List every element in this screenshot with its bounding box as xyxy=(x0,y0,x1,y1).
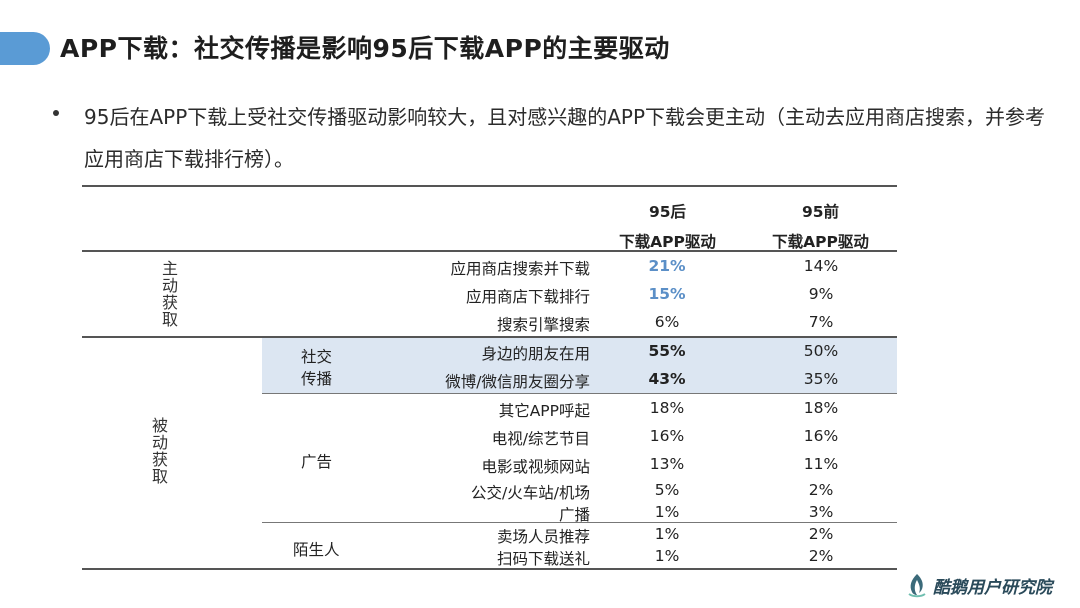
value-post95: 16% xyxy=(649,427,685,445)
row-item: 扫码下载送礼 xyxy=(496,550,590,568)
title-accent-bar xyxy=(0,32,50,65)
row-item: 广播 xyxy=(558,506,590,524)
value-post95: 13% xyxy=(649,455,685,473)
row-item: 应用商店下载排行 xyxy=(465,288,590,306)
value-pre95: 50% xyxy=(803,342,839,360)
value-post95: 5% xyxy=(654,481,680,499)
subgroup-ads: 广告 xyxy=(301,453,333,471)
col-header-post95: 95后 xyxy=(648,203,687,221)
row-item: 电视/综艺节目 xyxy=(491,430,590,448)
page-title: APP下载：社交传播是影响95后下载APP的主要驱动 xyxy=(60,34,670,63)
value-post95: 6% xyxy=(654,313,680,331)
value-post95: 15% xyxy=(648,285,686,303)
bullet-text: 95后在APP下载上受社交传播驱动影响较大，且对感兴趣的APP下载会更主动（主动… xyxy=(84,105,1046,171)
group-label-active: 主动获取 xyxy=(161,259,178,329)
subgroup-strangers: 陌生人 xyxy=(293,541,340,559)
subgroup-social-line1: 社交 xyxy=(301,348,333,366)
value-post95: 21% xyxy=(648,257,686,275)
value-pre95: 14% xyxy=(803,257,839,275)
value-pre95: 35% xyxy=(803,370,839,388)
value-pre95: 2% xyxy=(808,547,834,565)
value-pre95: 2% xyxy=(808,481,834,499)
value-post95: 1% xyxy=(654,503,680,521)
value-pre95: 3% xyxy=(808,503,834,521)
group-label-passive: 被动获取 xyxy=(151,416,168,486)
ad-rule xyxy=(262,522,897,523)
subgroup-social-line2: 传播 xyxy=(301,370,333,388)
row-item: 其它APP呼起 xyxy=(498,402,590,420)
social-rule xyxy=(262,393,897,394)
value-post95: 55% xyxy=(648,342,686,360)
col-header-pre95: 95前 xyxy=(801,203,840,221)
penguin-flame-icon xyxy=(908,574,926,598)
header-rule xyxy=(82,250,897,252)
row-item: 身边的朋友在用 xyxy=(481,345,590,363)
row-item: 应用商店搜索并下载 xyxy=(450,260,590,278)
row-item: 搜索引擎搜索 xyxy=(496,316,590,334)
value-pre95: 11% xyxy=(803,455,839,473)
table-bottom-rule xyxy=(82,568,897,570)
value-post95: 43% xyxy=(648,370,686,388)
value-pre95: 18% xyxy=(803,399,839,417)
col-subheader-post95: 下载APP驱动 xyxy=(619,233,716,251)
value-pre95: 7% xyxy=(808,313,834,331)
value-post95: 1% xyxy=(654,525,680,543)
value-pre95: 2% xyxy=(808,525,834,543)
row-item: 微博/微信朋友圈分享 xyxy=(445,373,590,391)
value-post95: 18% xyxy=(649,399,685,417)
value-pre95: 9% xyxy=(808,285,834,303)
row-item: 电影或视频网站 xyxy=(481,458,590,476)
row-item: 公交/火车站/机场 xyxy=(471,484,590,502)
group-rule xyxy=(82,336,897,338)
value-post95: 1% xyxy=(654,547,680,565)
social-highlight-band xyxy=(262,337,897,393)
row-item: 卖场人员推荐 xyxy=(496,528,590,546)
logo-text: 酷鹅用户研究院 xyxy=(933,577,1052,598)
bullet-dot xyxy=(53,110,59,116)
table-top-rule xyxy=(82,185,897,187)
col-subheader-pre95: 下载APP驱动 xyxy=(772,233,869,251)
value-pre95: 16% xyxy=(803,427,839,445)
brand-logo: 酷鹅用户研究院 xyxy=(905,572,1052,598)
